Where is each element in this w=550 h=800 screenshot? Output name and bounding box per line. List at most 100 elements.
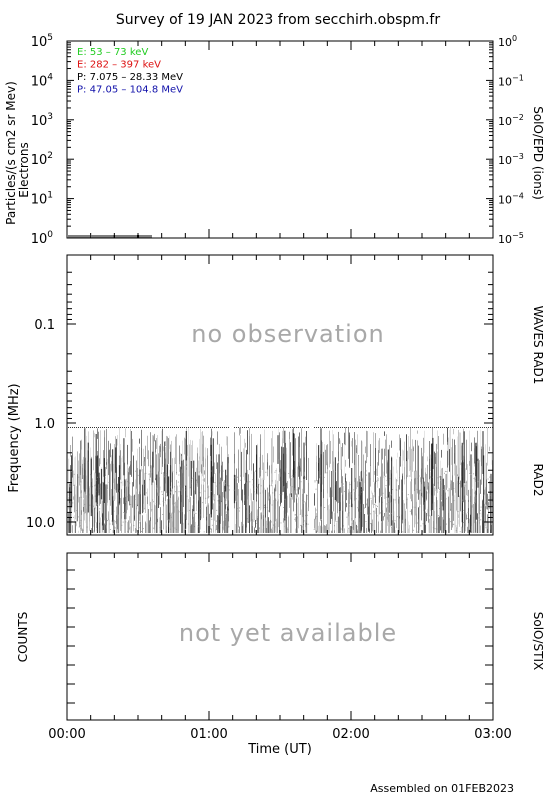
- spectrogram-streak: [344, 528, 345, 533]
- spectrogram-streak: [143, 461, 144, 493]
- spectrogram-streak: [183, 459, 184, 507]
- spectrogram-streak: [204, 470, 205, 475]
- spectrogram-streak: [336, 481, 337, 502]
- spectrogram-speckle: [294, 518, 296, 520]
- spectrogram-streak: [331, 471, 332, 519]
- particles-left-tick-label: 104: [31, 72, 54, 89]
- spectrogram-speckle: [386, 517, 388, 519]
- spectrogram-speckle: [407, 494, 409, 496]
- spectrogram-streak: [390, 469, 391, 527]
- spectrogram-streak: [267, 453, 268, 477]
- spectrogram-speckle: [163, 502, 165, 503]
- spectrogram-speckle: [399, 477, 400, 478]
- spectrogram-streak: [355, 521, 356, 533]
- spectrogram-burst: [102, 482, 104, 530]
- spectrogram-speckle: [365, 470, 367, 472]
- spectrogram-streak: [127, 471, 128, 510]
- spectrogram-streak: [318, 525, 319, 533]
- spectrogram-speckle: [467, 511, 469, 513]
- spectrogram-band-edge: [178, 427, 179, 428]
- spectrogram-streak: [240, 435, 241, 477]
- spectrogram-burst: [185, 431, 187, 461]
- spectrogram-band-edge: [224, 427, 225, 428]
- spectrogram-speckle: [203, 531, 205, 533]
- spectrogram-streak: [130, 429, 131, 465]
- spectrogram-streak: [325, 449, 326, 474]
- figure-title: Survey of 19 JAN 2023 from secchirh.obsp…: [116, 12, 440, 28]
- spectrogram-streak: [376, 507, 377, 533]
- spectrogram-speckle: [73, 473, 75, 475]
- spectrogram-streak: [454, 495, 455, 533]
- spectrogram-streak: [414, 478, 415, 528]
- spectrogram-burst: [431, 443, 433, 510]
- not-available-text: not yet available: [179, 619, 397, 647]
- spectrogram-streak: [452, 475, 453, 528]
- spectrogram-streak: [298, 462, 299, 470]
- spectrogram-streak: [142, 484, 143, 514]
- spectrogram-band-edge: [372, 427, 373, 428]
- spectrogram-streak: [489, 446, 490, 451]
- spectrogram-speckle: [408, 475, 410, 477]
- spectrogram-speckle: [365, 521, 367, 523]
- spectrogram-speckle: [305, 514, 307, 516]
- spectrogram-streak: [383, 471, 384, 478]
- spectrogram-speckle: [273, 524, 275, 526]
- spectrogram-streak: [93, 496, 94, 527]
- spectrogram-band-edge: [420, 427, 421, 428]
- spectrogram-streak: [71, 482, 72, 533]
- spectrogram-band-edge: [248, 427, 249, 428]
- spectrogram-streak: [287, 481, 288, 489]
- spectrogram-speckle: [216, 485, 218, 487]
- spectrogram-streak: [270, 496, 271, 505]
- spectrogram-streak: [247, 480, 248, 500]
- spectrogram-streak: [433, 483, 434, 533]
- spectrogram-burst: [227, 457, 229, 511]
- spectrogram-streak: [115, 455, 116, 491]
- spectrogram-streak: [171, 440, 172, 483]
- spectrogram-streak: [405, 518, 406, 533]
- spectrogram-streak: [438, 436, 439, 489]
- spectrogram-speckle: [444, 472, 445, 474]
- spectrogram-streak: [461, 526, 462, 533]
- spectrogram-streak: [328, 505, 329, 530]
- spectrogram-streak: [305, 521, 306, 533]
- spectrogram-speckle: [455, 530, 457, 532]
- spectrogram-speckle: [326, 472, 328, 474]
- spectrogram-streak: [275, 498, 276, 522]
- spectrogram-band-edge: [218, 427, 219, 428]
- spectrogram-speckle: [445, 498, 447, 500]
- spectrogram-band-edge: [318, 427, 319, 428]
- spectrogram-streak: [449, 518, 450, 533]
- spectrogram-streak: [152, 456, 153, 510]
- spectrogram-speckle: [214, 499, 215, 501]
- spectrogram-speckle: [483, 476, 485, 478]
- spectrogram-streak: [273, 500, 274, 533]
- spectrogram-streak: [366, 446, 367, 461]
- spectrogram-burst: [482, 431, 484, 474]
- spectrogram-speckle: [477, 481, 479, 483]
- spectrogram-streak: [223, 520, 224, 531]
- spectrogram-burst: [112, 449, 114, 522]
- spectrogram-streak: [413, 445, 414, 462]
- spectrogram-streak: [189, 501, 190, 533]
- spectrogram-speckle: [432, 527, 434, 529]
- spectrogram-streak: [363, 454, 364, 491]
- spectrogram-streak: [101, 522, 102, 533]
- spectrogram-band-edge: [236, 427, 237, 428]
- spectrogram-speckle: [236, 479, 238, 481]
- spectrogram-band-edge: [190, 427, 191, 428]
- spectrogram-speckle: [228, 485, 230, 487]
- spectrogram-streak: [255, 520, 256, 528]
- spectrogram-streak: [107, 458, 108, 506]
- spectrogram-streak: [179, 445, 180, 465]
- spectrogram-band-edge: [270, 427, 271, 428]
- spectrogram-speckle: [292, 474, 294, 476]
- spectrogram-streak: [330, 440, 331, 464]
- spectrogram-streak: [408, 521, 409, 533]
- spectrogram-speckle: [72, 516, 74, 518]
- spectrogram-band-edge: [404, 427, 405, 428]
- spectrogram-band-edge: [250, 427, 251, 428]
- spectrogram-streak: [338, 431, 339, 462]
- spectrogram-band-edge: [402, 427, 403, 428]
- spectrogram-streak: [260, 512, 261, 533]
